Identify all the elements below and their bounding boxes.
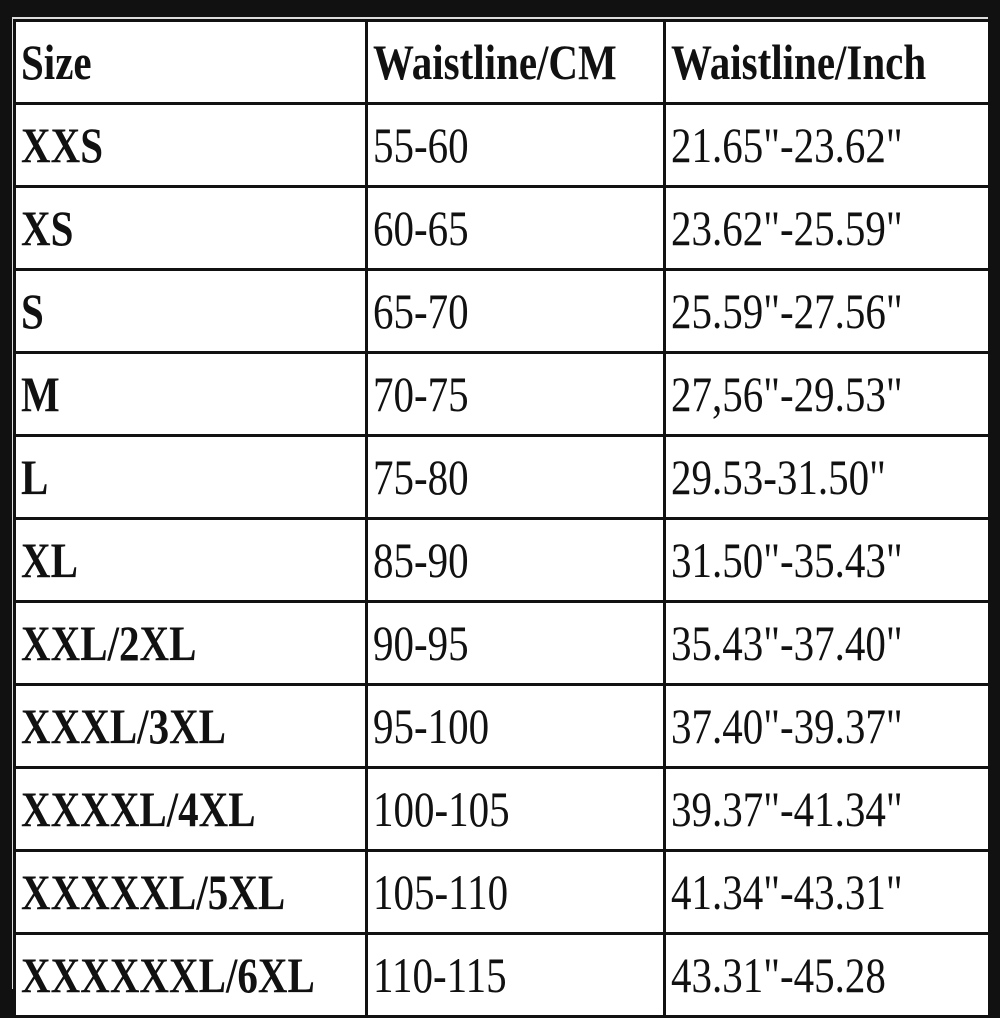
- cell-text: XXXXXXL/6XL: [21, 947, 315, 1003]
- table-row: XXXXXL/5XL 105-110 41.34"-43.31": [13, 849, 991, 935]
- inch-cell: 23.62"-25.59": [663, 185, 991, 271]
- table-row: XL 85-90 31.50"-35.43": [13, 517, 991, 603]
- size-cell: XS: [13, 185, 368, 271]
- table-row: XXXXXXL/6XL 110-115 43.31"-45.28: [13, 932, 991, 1018]
- cell-text: XXXXXL/5XL: [21, 864, 286, 920]
- cell-text: 85-90: [373, 532, 469, 588]
- cm-cell: 60-65: [365, 185, 666, 271]
- cm-cell: 55-60: [365, 102, 666, 188]
- inch-cell: 27,56"-29.53": [663, 351, 991, 437]
- inch-cell: 39.37"-41.34": [663, 766, 991, 852]
- cell-text: 31.50"-35.43": [671, 532, 903, 588]
- inch-cell: 43.31"-45.28: [663, 932, 991, 1018]
- cell-text: S: [21, 283, 44, 339]
- size-cell: XXXL/3XL: [13, 683, 368, 769]
- cm-cell: 85-90: [365, 517, 666, 603]
- size-cell: S: [13, 268, 368, 354]
- size-cell: L: [13, 434, 368, 520]
- cell-text: 21.65"-23.62": [671, 117, 903, 173]
- cell-text: 43.31"-45.28: [671, 947, 886, 1003]
- cm-cell: 70-75: [365, 351, 666, 437]
- cell-text: XXL/2XL: [21, 615, 197, 671]
- cell-text: 90-95: [373, 615, 469, 671]
- cell-text: 37.40"-39.37": [671, 698, 903, 754]
- cell-text: 25.59"-27.56": [671, 283, 903, 339]
- table-row: S 65-70 25.59"-27.56": [13, 268, 991, 354]
- size-cell: XXS: [13, 102, 368, 188]
- cm-cell: 110-115: [365, 932, 666, 1018]
- header-text: Waistline/CM: [373, 34, 617, 90]
- table-row: XXXL/3XL 95-100 37.40"-39.37": [13, 683, 991, 769]
- cell-text: 110-115: [373, 947, 507, 1003]
- cell-text: XL: [21, 532, 78, 588]
- header-text: Waistline/Inch: [671, 34, 927, 90]
- cell-text: XS: [21, 200, 74, 256]
- inch-cell: 37.40"-39.37": [663, 683, 991, 769]
- header-cell-size: Size: [13, 19, 368, 105]
- cm-cell: 95-100: [365, 683, 666, 769]
- size-chart-table: Size Waistline/CM Waistline/Inch XXS 55-6…: [13, 19, 991, 1018]
- cm-cell: 65-70: [365, 268, 666, 354]
- cell-text: XXXXL/4XL: [21, 781, 256, 837]
- cell-text: 41.34"-43.31": [671, 864, 903, 920]
- cm-cell: 90-95: [365, 600, 666, 686]
- header-cell-inch: Waistline/Inch: [663, 19, 991, 105]
- cell-text: 100-105: [373, 781, 510, 837]
- cm-cell: 100-105: [365, 766, 666, 852]
- header-text: Size: [21, 34, 92, 90]
- cell-text: 60-65: [373, 200, 469, 256]
- table-row: XXL/2XL 90-95 35.43"-37.40": [13, 600, 991, 686]
- size-cell: XXXXL/4XL: [13, 766, 368, 852]
- cell-text: 105-110: [373, 864, 509, 920]
- table-row: XXS 55-60 21.65"-23.62": [13, 102, 991, 188]
- inch-cell: 41.34"-43.31": [663, 849, 991, 935]
- cm-cell: 75-80: [365, 434, 666, 520]
- cell-text: 29.53-31.50": [671, 449, 886, 505]
- cell-text: 55-60: [373, 117, 469, 173]
- inch-cell: 35.43"-37.40": [663, 600, 991, 686]
- inch-cell: 29.53-31.50": [663, 434, 991, 520]
- table-row: L 75-80 29.53-31.50": [13, 434, 991, 520]
- cell-text: 23.62"-25.59": [671, 200, 903, 256]
- size-cell: XL: [13, 517, 368, 603]
- cell-text: 75-80: [373, 449, 469, 505]
- cell-text: XXXL/3XL: [21, 698, 227, 754]
- cell-text: L: [21, 449, 49, 505]
- table-row: XS 60-65 23.62"-25.59": [13, 185, 991, 271]
- header-cell-cm: Waistline/CM: [365, 19, 666, 105]
- size-cell: XXXXXL/5XL: [13, 849, 368, 935]
- cell-text: 35.43"-37.40": [671, 615, 903, 671]
- cell-text: 70-75: [373, 366, 469, 422]
- cell-text: 27,56"-29.53": [671, 366, 903, 422]
- inch-cell: 31.50"-35.43": [663, 517, 991, 603]
- size-cell: M: [13, 351, 368, 437]
- cm-cell: 105-110: [365, 849, 666, 935]
- size-cell: XXL/2XL: [13, 600, 368, 686]
- cell-text: XXS: [21, 117, 104, 173]
- inch-cell: 21.65"-23.62": [663, 102, 991, 188]
- cell-text: M: [21, 366, 60, 422]
- header-row: Size Waistline/CM Waistline/Inch: [13, 19, 991, 105]
- table-row: XXXXL/4XL 100-105 39.37"-41.34": [13, 766, 991, 852]
- size-cell: XXXXXXL/6XL: [13, 932, 368, 1018]
- table-row: M 70-75 27,56"-29.53": [13, 351, 991, 437]
- inch-cell: 25.59"-27.56": [663, 268, 991, 354]
- cell-text: 65-70: [373, 283, 469, 339]
- cell-text: 39.37"-41.34": [671, 781, 903, 837]
- cell-text: 95-100: [373, 698, 490, 754]
